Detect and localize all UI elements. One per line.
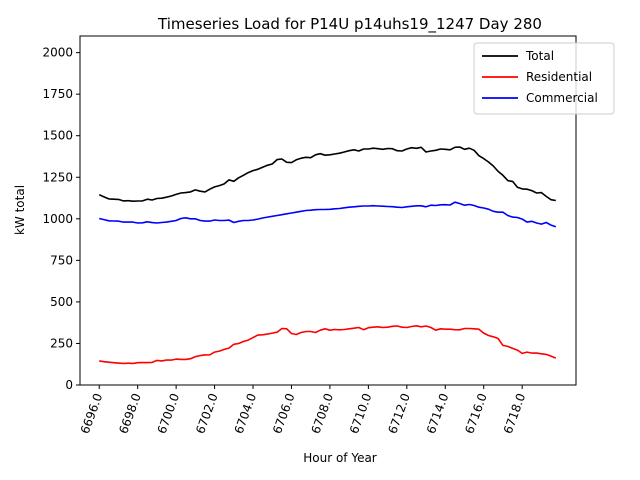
legend-label-total: Total xyxy=(525,49,554,63)
y-tick-label: 750 xyxy=(50,253,73,267)
series-line-total xyxy=(98,146,556,202)
series-line-commercial xyxy=(99,201,557,228)
legend-label-residential: Residential xyxy=(526,70,592,84)
y-tick-label: 250 xyxy=(50,336,73,350)
y-tick-label: 1750 xyxy=(42,87,73,101)
series-line-residential xyxy=(99,324,557,365)
y-tick-label: 1000 xyxy=(42,212,73,226)
y-axis-label: kW total xyxy=(13,185,27,235)
x-axis-label: Hour of Year xyxy=(303,451,377,465)
legend: Total Residential Commercial xyxy=(473,42,615,115)
y-axis-ticks: 0 250 500 750 1000 1250 1500 1750 2000 xyxy=(42,46,80,392)
y-tick-label: 500 xyxy=(50,295,73,309)
legend-label-commercial: Commercial xyxy=(526,91,598,105)
legend-box xyxy=(473,42,615,115)
axes-frame xyxy=(79,35,577,386)
y-tick-label: 2000 xyxy=(42,46,73,60)
y-tick-label: 1500 xyxy=(42,129,73,143)
plot-area xyxy=(98,146,557,365)
chart-title: Timeseries Load for P14U p14uhs19_1247 D… xyxy=(157,15,542,34)
y-tick-label: 0 xyxy=(65,378,73,392)
y-tick-label: 1250 xyxy=(42,170,73,184)
